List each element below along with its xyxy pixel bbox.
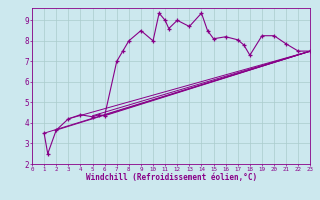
X-axis label: Windchill (Refroidissement éolien,°C): Windchill (Refroidissement éolien,°C): [86, 173, 257, 182]
